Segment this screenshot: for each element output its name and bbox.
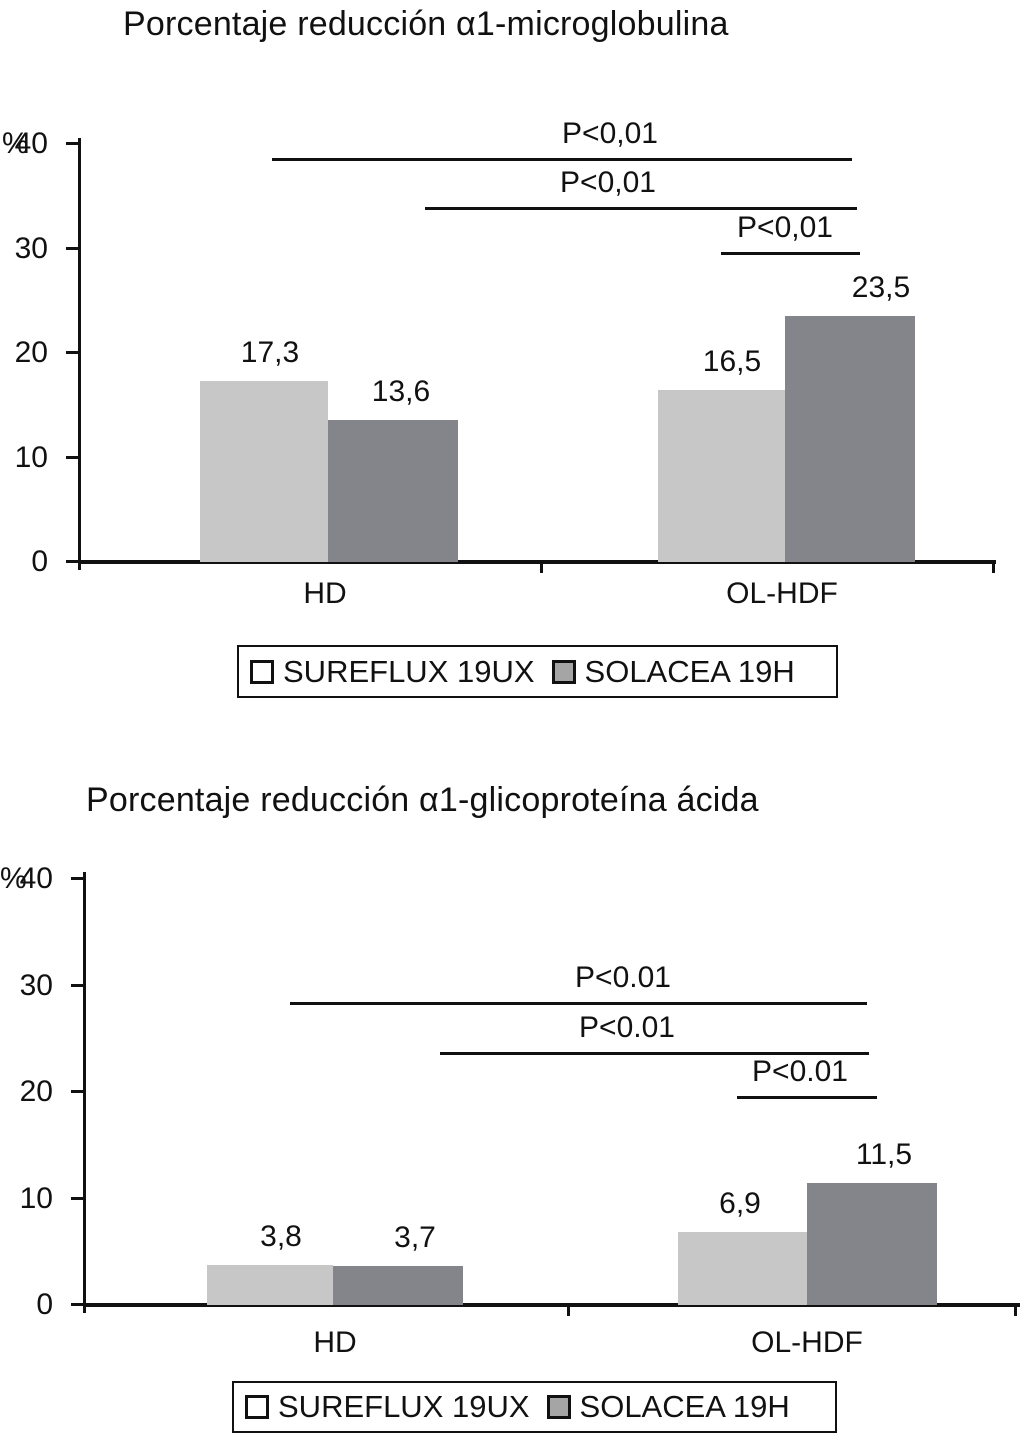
y-tick-label: 0	[31, 545, 48, 578]
significance-line	[737, 1096, 877, 1099]
y-tick-label: 10	[19, 1182, 53, 1215]
bar-ol-hdf-sureflux	[658, 390, 785, 562]
chart-alpha1-microglobulina: Porcentaje reducción α1-microglobulina %…	[2, 5, 996, 698]
significance-label: P<0,01	[562, 117, 658, 150]
y-axis-unit-label: %	[2, 127, 29, 160]
legend-label-sureflux: SUREFLUX 19UX	[278, 1389, 530, 1424]
y-tick	[71, 1197, 83, 1200]
bar-hd-sureflux	[200, 381, 328, 562]
bar-value-label: 17,3	[240, 336, 300, 369]
bar-ol-hdf-solacea	[807, 1183, 937, 1305]
y-tick	[66, 456, 78, 459]
y-tick-label: 30	[14, 232, 48, 265]
bar-value-label: 11,5	[855, 1138, 913, 1171]
y-axis-line	[78, 138, 81, 570]
bar-value-label: 3,8	[260, 1220, 302, 1253]
bar-hd-solacea	[333, 1266, 463, 1305]
significance-line	[290, 1002, 867, 1005]
legend-swatch-sureflux	[245, 1395, 269, 1419]
bar-hd-solacea	[328, 420, 458, 562]
significance-label: P<0.01	[752, 1055, 848, 1088]
legend-label-solacea: SOLACEA 19H	[579, 1389, 790, 1424]
chart-alpha1-glicoproteina-acida: Porcentaje reducción α1-glicoproteína ác…	[0, 755, 1024, 1435]
significance-label: P<0.01	[575, 961, 671, 994]
legend: SUREFLUX 19UX SOLACEA 19H	[237, 645, 838, 698]
y-tick	[66, 247, 78, 250]
chart-title: Porcentaje reducción α1-glicoproteína ác…	[86, 781, 759, 819]
bar-value-label: 3,7	[394, 1221, 436, 1254]
significance-line	[425, 207, 857, 210]
x-axis-line	[83, 1303, 1020, 1307]
y-tick	[71, 1303, 83, 1306]
bar-hd-sureflux	[207, 1265, 333, 1305]
y-tick	[66, 351, 78, 354]
x-category-label: HD	[313, 1326, 357, 1359]
x-axis-tick	[992, 564, 995, 573]
x-category-label: OL-HDF	[726, 577, 838, 610]
y-tick	[66, 560, 78, 563]
y-tick	[71, 877, 83, 880]
legend-label-solacea: SOLACEA 19H	[584, 653, 795, 689]
significance-line	[440, 1052, 869, 1055]
y-axis-unit-label: %	[0, 862, 27, 895]
y-tick-label: 30	[19, 969, 53, 1002]
x-axis-tick	[540, 564, 543, 573]
y-tick-label: 20	[14, 336, 48, 369]
y-axis-line	[83, 872, 86, 1313]
bar-ol-hdf-sureflux	[678, 1232, 807, 1305]
y-tick-label: 40	[14, 127, 48, 160]
legend: SUREFLUX 19UX SOLACEA 19H	[232, 1381, 837, 1433]
y-tick-label: 40	[19, 862, 53, 895]
x-category-label: OL-HDF	[751, 1326, 863, 1359]
significance-line	[721, 252, 860, 255]
x-axis-tick	[1014, 1307, 1017, 1316]
bar-value-label: 16,5	[702, 345, 762, 378]
legend-swatch-solacea	[546, 1395, 571, 1419]
x-category-label: HD	[303, 577, 347, 610]
significance-label: P<0.01	[579, 1011, 675, 1044]
significance-label: P<0,01	[737, 211, 833, 244]
y-tick	[71, 1090, 83, 1093]
y-tick-label: 0	[36, 1288, 53, 1321]
y-tick	[66, 142, 78, 145]
significance-line	[272, 158, 852, 161]
bar-value-label: 13,6	[371, 375, 431, 408]
x-axis-tick	[567, 1307, 570, 1316]
bar-value-label: 23,5	[851, 271, 911, 304]
bar-ol-hdf-solacea	[785, 316, 915, 562]
y-tick-label: 20	[19, 1075, 53, 1108]
y-tick-label: 10	[14, 441, 48, 474]
significance-label: P<0,01	[560, 166, 656, 199]
y-tick	[71, 984, 83, 987]
x-axis-line	[78, 560, 996, 564]
legend-swatch-sureflux	[250, 659, 274, 684]
chart-title: Porcentaje reducción α1-microglobulina	[123, 5, 729, 43]
legend-swatch-solacea	[551, 659, 576, 684]
legend-label-sureflux: SUREFLUX 19UX	[283, 653, 535, 689]
bar-value-label: 6,9	[719, 1187, 761, 1220]
